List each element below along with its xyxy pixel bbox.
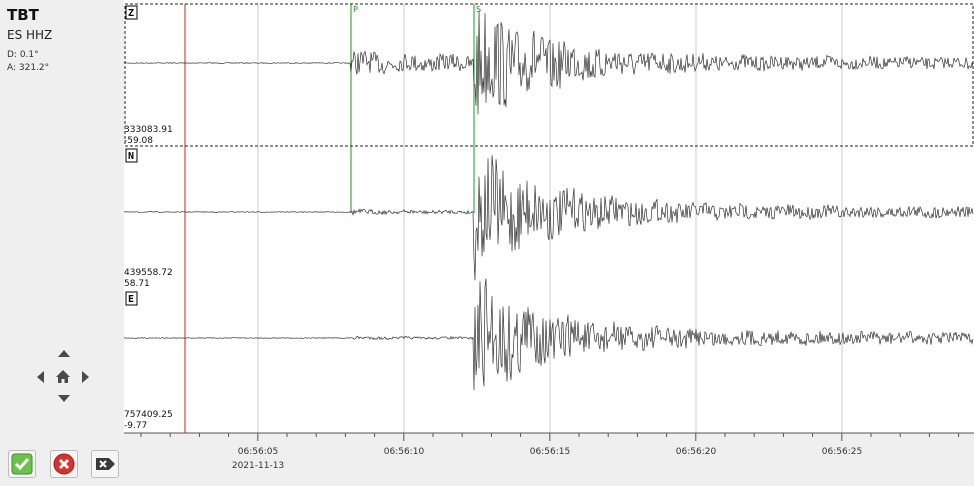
time-label-3: 06:56:20 [676, 447, 717, 457]
svg-text:E: E [128, 294, 134, 305]
time-label-1: 06:56:10 [384, 447, 425, 457]
reject-button[interactable] [50, 450, 78, 478]
p-pick-label: P [353, 5, 358, 14]
component-label-e[interactable]: E [125, 291, 138, 306]
station-code: TBT [7, 6, 39, 24]
n-scale-bottom: 58.71 [124, 279, 150, 289]
accept-button[interactable] [8, 450, 36, 478]
time-grid [257, 4, 843, 433]
svg-text:Z: Z [128, 8, 134, 19]
distance-readout: D: 0.1° [7, 50, 39, 60]
right-arrow-icon[interactable] [80, 370, 90, 384]
trace-n [124, 155, 974, 281]
time-axis-date: 2021-11-13 [232, 461, 284, 471]
z-scale-bottom: -59.08 [124, 136, 153, 146]
plot-background [124, 0, 974, 433]
disable-icon [96, 458, 115, 470]
component-label-z[interactable]: Z [125, 5, 138, 20]
time-label-0: 06:56:05 [238, 447, 278, 457]
azimuth-readout: A: 321.2° [7, 63, 50, 73]
down-arrow-icon[interactable] [57, 393, 71, 403]
z-scale-top: 333083.91 [124, 125, 173, 135]
time-label-2: 06:56:15 [530, 447, 570, 457]
trace-z [124, 10, 974, 115]
time-axis-ticks [140, 433, 960, 441]
waveform-plot-area[interactable]: P S Z N E 333083.91 -59.08 439558.72 58.… [124, 0, 974, 486]
s-pick-label: S [476, 5, 481, 14]
svg-text:N: N [128, 151, 134, 162]
trace-e [124, 278, 974, 391]
channel-code: ES HHZ [7, 28, 53, 42]
checkmark-icon [11, 453, 33, 475]
component-label-n[interactable]: N [125, 148, 138, 163]
home-icon[interactable] [55, 369, 71, 385]
e-scale-bottom: -9.77 [124, 421, 147, 431]
e-scale-top: 757409.25 [124, 410, 173, 420]
n-scale-top: 439558.72 [124, 268, 173, 278]
reject-icon [53, 453, 75, 475]
time-label-4: 06:56:25 [822, 447, 862, 457]
disable-trace-button[interactable] [91, 450, 119, 478]
left-arrow-icon[interactable] [36, 370, 46, 384]
trace-info-panel: TBT ES HHZ D: 0.1° A: 321.2° [0, 0, 124, 486]
up-arrow-icon[interactable] [57, 349, 71, 359]
